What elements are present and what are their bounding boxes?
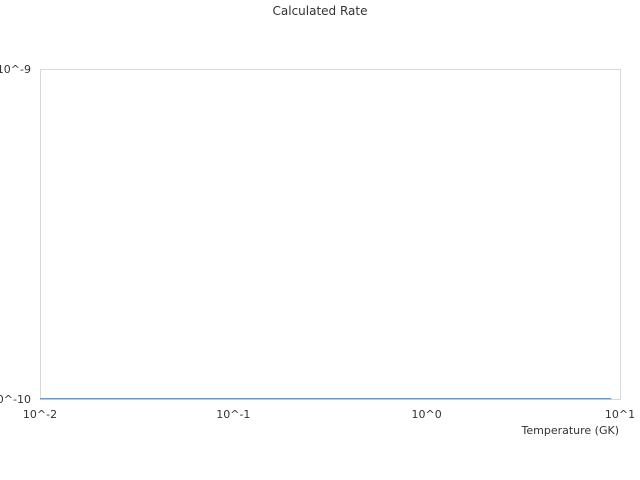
- y-tick-label: 10^-10: [0, 393, 31, 406]
- x-tick-label: 10^-2: [23, 408, 57, 421]
- y-tick-label: 10^-9: [0, 63, 31, 76]
- plot-frame: [40, 69, 621, 400]
- x-axis-label: Temperature (GK): [521, 424, 620, 437]
- x-tick-label: 10^-1: [216, 408, 250, 421]
- x-tick-label: 10^1: [605, 408, 635, 421]
- chart-title: Calculated Rate: [272, 4, 368, 18]
- x-tick-label: 10^0: [412, 408, 442, 421]
